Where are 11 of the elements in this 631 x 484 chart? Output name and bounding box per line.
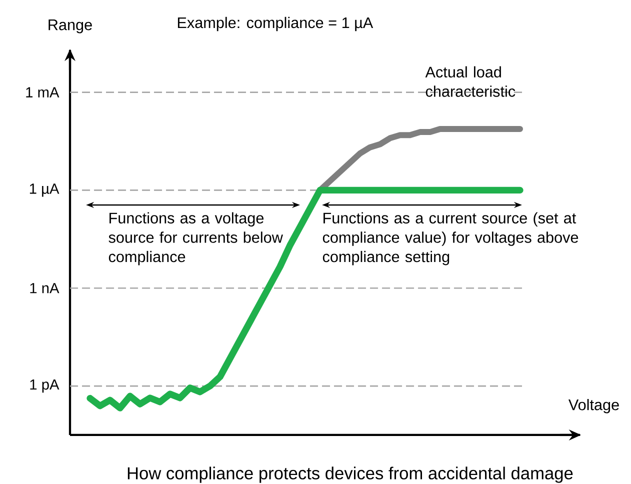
text: Actual load characteristic xyxy=(425,66,516,97)
chart-title: Example: compliance = 1 µA xyxy=(178,16,374,32)
text: How compliance protects devices from accidental damage xyxy=(128,466,573,483)
x-axis-title: Voltage xyxy=(568,398,619,414)
annotation: Functions as a voltage source for currents below compliance xyxy=(108,212,283,266)
ref-line-label: 1 mA xyxy=(26,87,60,98)
annotation: Functions as a current source (set at compliance value) for voltages above compliance setting xyxy=(322,212,578,266)
ref-line-label: 1 pA xyxy=(30,379,60,393)
ref-line-label: 1 µA xyxy=(30,184,60,197)
text: Range xyxy=(48,20,92,34)
ref-line-label: 1 nA xyxy=(30,283,60,294)
